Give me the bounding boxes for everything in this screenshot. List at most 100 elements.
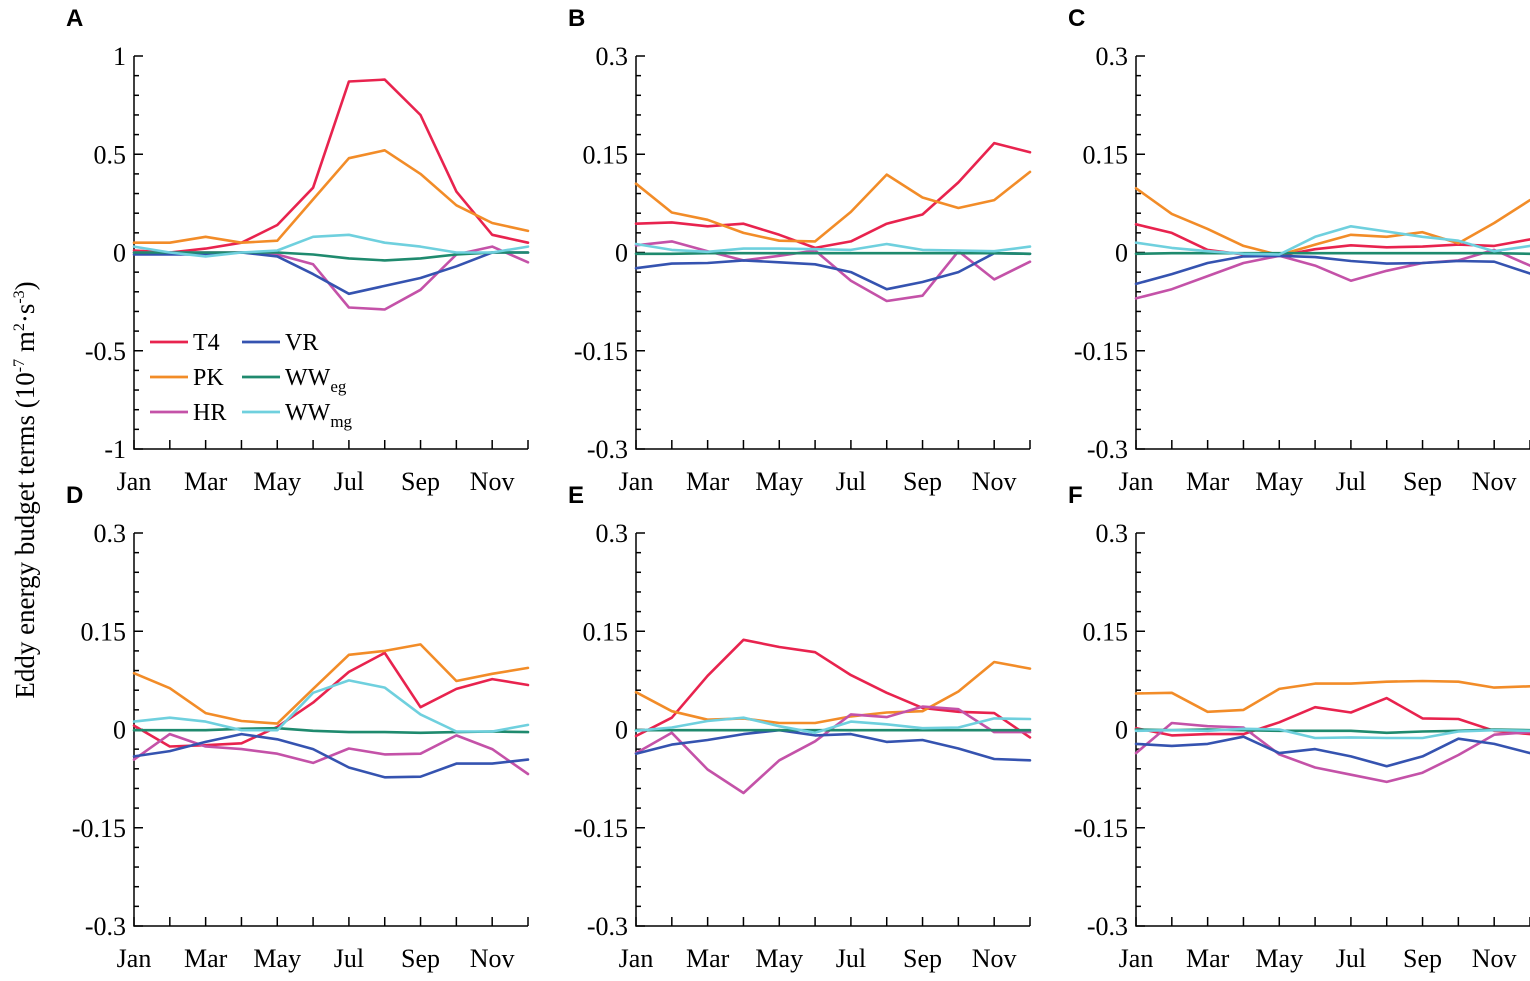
y-axis-label-text: Eddy energy budget terms xyxy=(10,415,40,699)
panel-c: C 0.3 0.15 0 -0.15 -0.3 Jan Mar May Jul Sep Nov xyxy=(1068,5,1530,496)
x-tick-label: Jul xyxy=(334,467,364,496)
x-tick-label: Sep xyxy=(401,467,440,496)
series-line-pk xyxy=(1134,679,1530,714)
series-line-wwmg xyxy=(634,716,1032,735)
y-axis-unit-suffix: ) xyxy=(10,281,40,290)
x-tick-label: Jul xyxy=(1336,944,1366,973)
panel-e: E 0.3 0.15 0 -0.15 -0.3 Jan Mar May Jul Sep Nov xyxy=(568,482,1032,973)
y-tick-label: 0.3 xyxy=(94,519,127,548)
x-tick-label: Jul xyxy=(836,944,866,973)
series-line-t4 xyxy=(1134,696,1530,737)
y-tick-label: -0.15 xyxy=(574,337,628,366)
legend-item-pk: PK xyxy=(150,365,224,391)
y-axis-unit-sup3: -3 xyxy=(11,290,28,303)
x-tick-label: Nov xyxy=(470,467,515,496)
x-tick-label: Mar xyxy=(1186,467,1230,496)
x-tick-label: Sep xyxy=(1403,944,1442,973)
series-line-vr xyxy=(634,728,1032,762)
x-tick-label: Nov xyxy=(1472,467,1517,496)
legend-item-vr: VR xyxy=(242,330,318,356)
x-tick-label: Jan xyxy=(619,944,654,973)
legend-item-wweg: WWeg xyxy=(242,365,347,396)
x-tick-label: May xyxy=(1255,944,1303,973)
series-line-hr xyxy=(132,732,530,776)
y-tick-label: -0.15 xyxy=(72,814,126,843)
y-axis-unit-mid: m xyxy=(10,331,40,359)
y-tick-label: -1 xyxy=(104,435,126,464)
y-tick-label: 0.3 xyxy=(596,519,629,548)
y-tick-label: -0.3 xyxy=(1087,435,1128,464)
x-tick-label: Mar xyxy=(1186,944,1230,973)
x-tick-label: May xyxy=(755,467,803,496)
y-tick-label: -0.3 xyxy=(1087,912,1128,941)
x-tick-label: Nov xyxy=(972,944,1017,973)
x-tick-label: Jan xyxy=(1119,467,1154,496)
x-tick-label: Sep xyxy=(903,944,942,973)
series-line-t4 xyxy=(1134,223,1530,258)
y-tick-label: 0 xyxy=(615,239,628,268)
y-tick-label: 0 xyxy=(113,716,126,745)
y-axis-unit-sup1: -7 xyxy=(11,359,28,372)
series-line-vr xyxy=(634,251,1032,291)
y-tick-label: 0.3 xyxy=(1096,519,1129,548)
series-line-vr xyxy=(1134,735,1530,768)
x-tick-label: Sep xyxy=(401,944,440,973)
x-tick-label: Nov xyxy=(470,944,515,973)
y-tick-label: 0.5 xyxy=(94,140,127,169)
panel-a: A 1 0.5 0 -0.5 -1 Jan Mar May Jul Sep Nov xyxy=(66,5,530,496)
y-tick-label: 0.15 xyxy=(1083,617,1129,646)
legend-label-wweg: WWeg xyxy=(285,365,347,396)
series-line-pk xyxy=(634,170,1032,243)
legend: T4 PK HR VR WWeg WWmg xyxy=(150,330,353,431)
y-tick-label: -0.3 xyxy=(587,435,628,464)
panel-letter-e: E xyxy=(568,482,584,509)
series-line-hr xyxy=(1134,248,1530,300)
series-line-pk xyxy=(132,643,530,725)
series-line-pk xyxy=(132,149,530,244)
series-line-wweg xyxy=(132,251,530,262)
x-tick-label: May xyxy=(755,944,803,973)
y-tick-label: -0.3 xyxy=(85,912,126,941)
x-tick-label: Jan xyxy=(619,467,654,496)
series-line-hr xyxy=(634,240,1032,303)
x-tick-label: Mar xyxy=(184,944,228,973)
y-tick-label: 0.3 xyxy=(596,42,629,71)
panel-letter-c: C xyxy=(1068,5,1085,32)
x-tick-label: Jan xyxy=(117,467,152,496)
x-tick-label: May xyxy=(253,467,301,496)
series-line-t4 xyxy=(132,78,530,254)
series-line-pk xyxy=(1134,187,1530,257)
x-tick-label: Jan xyxy=(117,944,152,973)
y-tick-label: 1 xyxy=(113,42,126,71)
x-tick-label: Mar xyxy=(184,467,228,496)
y-tick-label: -0.3 xyxy=(587,912,628,941)
legend-label-hr: HR xyxy=(193,400,226,426)
y-tick-label: -0.15 xyxy=(1074,814,1128,843)
y-axis-unit-dot: ·s xyxy=(10,304,40,324)
legend-label-pk: PK xyxy=(193,365,224,391)
x-tick-label: Sep xyxy=(903,467,942,496)
x-tick-label: Nov xyxy=(1472,944,1517,973)
series-line-wwmg xyxy=(1134,727,1530,740)
panel-f: F 0.3 0.15 0 -0.15 -0.3 Jan Mar May Jul Sep Nov xyxy=(1068,482,1530,973)
legend-item-hr: HR xyxy=(150,400,226,426)
y-axis-unit-prefix: (10 xyxy=(10,372,40,408)
y-axis-label: Eddy energy budget terms (10-7 m2·s-3) xyxy=(10,281,40,698)
series-line-pk xyxy=(634,660,1032,725)
series-line-vr xyxy=(1134,254,1530,286)
x-tick-label: Nov xyxy=(972,467,1017,496)
x-tick-label: Jan xyxy=(1119,944,1154,973)
series-line-hr xyxy=(1134,721,1530,784)
legend-item-t4: T4 xyxy=(150,330,220,356)
x-tick-label: Jul xyxy=(836,467,866,496)
x-tick-label: May xyxy=(253,944,301,973)
x-tick-label: Jul xyxy=(1336,467,1366,496)
legend-label-wwmg: WWmg xyxy=(285,400,353,431)
series-line-wweg xyxy=(634,251,1032,256)
y-tick-label: -0.15 xyxy=(1074,337,1128,366)
y-tick-label: 0 xyxy=(113,239,126,268)
legend-label-vr: VR xyxy=(285,330,318,356)
legend-label-t4: T4 xyxy=(193,330,220,356)
panel-letter-a: A xyxy=(66,5,83,32)
y-tick-label: 0.15 xyxy=(583,140,629,169)
